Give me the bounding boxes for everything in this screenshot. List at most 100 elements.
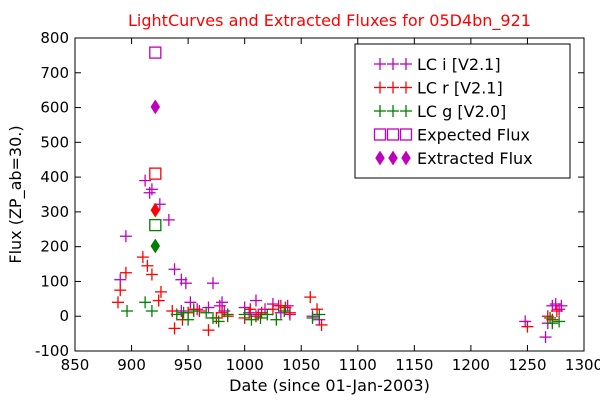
plus-marker <box>266 303 279 316</box>
plus-marker <box>139 296 152 309</box>
legend-entry: Extracted Flux <box>375 149 533 168</box>
legend-marker <box>399 128 413 141</box>
y-tick-label: 300 <box>40 203 69 221</box>
plus-marker <box>184 296 197 309</box>
x-tick-label: 1250 <box>508 356 546 374</box>
plus-marker <box>145 268 158 281</box>
x-tick-label: 1000 <box>226 356 264 374</box>
chart-title: LightCurves and Extracted Fluxes for 05D… <box>128 11 531 31</box>
legend-entry: LC r [V2.1] <box>374 79 503 98</box>
plus-marker <box>261 308 274 321</box>
plus-marker <box>119 230 132 243</box>
plus-marker <box>143 186 156 199</box>
plus-marker <box>304 291 317 304</box>
plus-marker <box>206 277 219 290</box>
x-tick-label: 1200 <box>452 356 490 374</box>
extracted-flux-marker <box>150 238 161 254</box>
plus-marker <box>216 296 229 309</box>
plus-marker <box>200 306 213 319</box>
legend-label: LC i [V2.1] <box>417 55 501 74</box>
plus-marker <box>546 317 559 330</box>
plus-marker <box>553 315 566 328</box>
plus-marker <box>249 294 262 307</box>
plus-marker <box>306 311 319 324</box>
plot-area <box>74 37 585 352</box>
legend-marker <box>374 105 386 117</box>
legend-marker <box>400 81 412 94</box>
plus-marker <box>111 296 124 309</box>
expected-flux-marker <box>149 167 162 180</box>
y-tick-label: 500 <box>40 133 69 151</box>
plus-marker <box>145 183 158 196</box>
x-tick-label: 850 <box>61 356 90 374</box>
plus-marker <box>206 311 219 324</box>
x-axis-label: Date (since 01-Jan-2003) <box>229 376 430 395</box>
y-tick-label: 100 <box>40 272 69 290</box>
plus-marker <box>121 305 134 318</box>
plus-marker <box>255 306 268 319</box>
plus-marker <box>270 313 283 326</box>
plus-marker <box>311 303 324 316</box>
legend-entry: LC i [V2.1] <box>374 55 501 74</box>
legend-marker <box>375 150 385 166</box>
plus-marker <box>136 251 149 264</box>
x-tick-label: 1150 <box>395 356 433 374</box>
plus-marker <box>162 213 175 226</box>
y-tick-label: 200 <box>40 238 69 256</box>
legend-marker <box>401 150 411 166</box>
plus-marker <box>544 311 557 324</box>
y-tick-label: 700 <box>40 64 69 82</box>
plus-marker <box>119 266 132 279</box>
plus-marker <box>313 308 326 321</box>
plus-marker <box>278 305 291 318</box>
y-axis-label: Flux (ZP_ab=30.) <box>6 125 26 263</box>
y-tick-label: 600 <box>40 99 69 117</box>
plus-marker <box>177 306 190 319</box>
plus-marker <box>179 277 192 290</box>
x-tick-label: 1100 <box>339 356 377 374</box>
y-tick-label: 800 <box>40 29 69 47</box>
y-tick-label: 0 <box>59 307 69 325</box>
y-tick-label: -100 <box>35 342 69 360</box>
plus-marker <box>519 315 532 328</box>
legend-entry: LC g [V2.0] <box>374 102 506 121</box>
plus-marker <box>283 306 296 319</box>
legend-marker <box>387 105 399 117</box>
plus-marker <box>154 285 167 298</box>
plus-marker <box>521 320 534 333</box>
plus-marker <box>553 303 566 316</box>
plus-marker <box>315 318 328 331</box>
plot-frame <box>74 37 585 352</box>
extracted-flux-marker <box>150 202 161 218</box>
plus-marker <box>114 273 127 286</box>
legend-marker <box>387 58 399 70</box>
plus-marker <box>221 308 234 321</box>
legend-label: Expected Flux <box>417 126 530 145</box>
plus-marker <box>152 294 165 307</box>
plus-marker <box>141 259 154 272</box>
plus-marker <box>202 324 215 337</box>
plus-marker <box>550 305 563 318</box>
legend: LC i [V2.1] LC r [V2.1] LC g [V2.0] Expecte… <box>354 43 571 179</box>
plus-marker <box>168 263 181 276</box>
plus-marker <box>145 305 158 318</box>
legend-marker <box>388 150 398 166</box>
plus-marker <box>549 298 562 311</box>
legend-marker <box>400 58 412 70</box>
x-tick-label: 950 <box>174 356 203 374</box>
legend-label: LC r [V2.1] <box>417 79 503 98</box>
legend-marker <box>374 81 386 94</box>
extracted-flux-marker <box>150 99 161 115</box>
legend-marker <box>374 58 386 70</box>
legend-label: Extracted Flux <box>417 149 533 168</box>
x-tick-label: 1050 <box>282 356 320 374</box>
plus-marker <box>238 308 251 321</box>
expected-flux-marker <box>149 218 162 232</box>
plus-marker <box>254 311 267 324</box>
plus-marker <box>245 313 258 326</box>
plus-marker <box>182 313 195 326</box>
plus-marker <box>168 322 181 335</box>
data-points <box>111 46 568 344</box>
plus-marker <box>212 315 225 328</box>
plus-marker <box>170 308 183 321</box>
